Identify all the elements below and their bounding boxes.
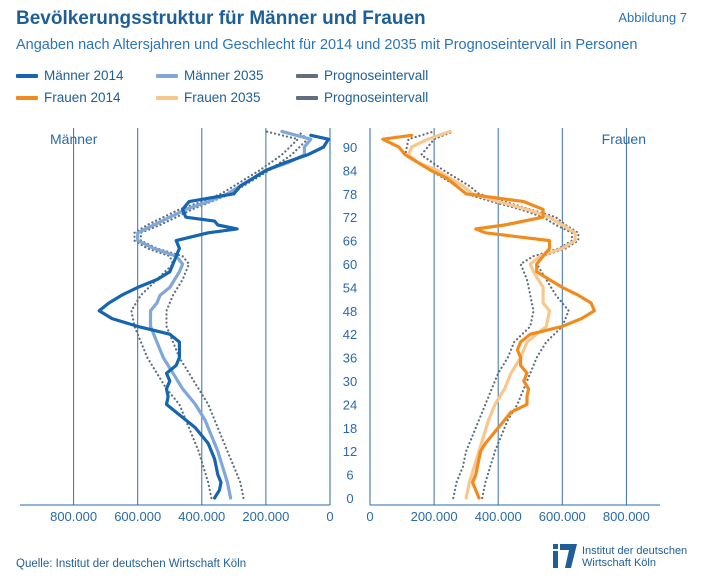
iw-logo: Institut der deutschen Wirtschaft Köln <box>552 542 692 572</box>
age-tick-label: 78 <box>343 187 357 202</box>
legend-men-2035: Männer 2035 <box>156 68 264 83</box>
age-tick-label: 84 <box>343 163 357 178</box>
age-tick-label: 6 <box>346 468 353 483</box>
legend-label: Frauen 2035 <box>184 90 261 105</box>
age-tick-label: 60 <box>343 257 357 272</box>
age-tick-label: 72 <box>343 210 357 225</box>
age-tick-label: 66 <box>343 234 357 249</box>
age-tick-label: 30 <box>343 374 357 389</box>
age-tick-label: 18 <box>343 421 357 436</box>
legend-women-2014: Frauen 2014 <box>16 90 121 105</box>
age-tick-label: 42 <box>343 327 357 342</box>
age-tick-label: 90 <box>343 140 357 155</box>
legend-label: Männer 2014 <box>44 68 124 83</box>
legend-men-2014: Männer 2014 <box>16 68 124 83</box>
panel-label-men: Männer <box>50 131 98 147</box>
legend-label: Prognoseintervall <box>324 90 429 105</box>
age-tick-label: 0 <box>346 491 353 506</box>
legend-swatch <box>296 74 318 79</box>
women-x-tick-label: 200.000 <box>411 509 458 524</box>
men-interval-line <box>130 130 299 500</box>
men-x-tick-label: 800.000 <box>50 509 97 524</box>
source-note: Quelle: Institut der deutschen Wirtschaf… <box>16 558 247 570</box>
women-interval-line <box>420 130 580 500</box>
logo-line-2: Wirtschaft Köln <box>582 557 656 569</box>
legend: Männer 2014 Männer 2035 Prognoseinterval… <box>16 68 576 112</box>
women-interval-line <box>404 130 573 500</box>
women-x-tick-label: 0 <box>366 509 373 524</box>
women-x-tick-label: 800.000 <box>603 509 650 524</box>
chart-subtitle: Angaben nach Altersjahren und Geschlecht… <box>16 37 638 53</box>
iw-logo-icon <box>552 542 578 570</box>
men-x-tick-label: 0 <box>326 509 333 524</box>
panel-label-women: Frauen <box>602 131 646 147</box>
women-frauen-2035-line <box>406 129 577 500</box>
legend-men-interval: Prognoseintervall <box>296 68 428 83</box>
legend-swatch <box>16 96 38 101</box>
women-frauen-2014-line <box>381 133 596 500</box>
men-männer-2014-line <box>97 133 330 500</box>
figure-label: Abbildung 7 <box>618 10 687 25</box>
women-x-tick-label: 400.000 <box>475 509 522 524</box>
legend-swatch <box>156 74 178 79</box>
legend-label: Prognoseintervall <box>324 68 429 83</box>
men-x-tick-label: 400.000 <box>178 509 225 524</box>
legend-swatch <box>296 96 318 101</box>
men-interval-line <box>139 130 309 500</box>
men-x-tick-label: 200.000 <box>242 509 289 524</box>
logo-line-1: Institut der deutschen <box>582 545 688 557</box>
legend-women-2035: Frauen 2035 <box>156 90 261 105</box>
age-tick-label: 48 <box>343 304 357 319</box>
legend-swatch <box>16 74 38 79</box>
age-tick-label: 36 <box>343 351 357 366</box>
chart-title: Bevölkerungsstruktur für Männer und Frau… <box>16 8 426 29</box>
men-x-tick-label: 600.000 <box>114 509 161 524</box>
women-x-tick-label: 600.000 <box>539 509 586 524</box>
age-tick-label: 54 <box>343 280 357 295</box>
legend-label: Männer 2035 <box>184 68 264 83</box>
age-tick-label: 24 <box>343 397 357 412</box>
legend-swatch <box>156 96 178 101</box>
age-tick-label: 12 <box>343 444 357 459</box>
logo-text: Institut der deutschen Wirtschaft Köln <box>582 545 687 569</box>
legend-women-interval: Prognoseintervall <box>296 90 428 105</box>
legend-label: Frauen 2014 <box>44 90 121 105</box>
